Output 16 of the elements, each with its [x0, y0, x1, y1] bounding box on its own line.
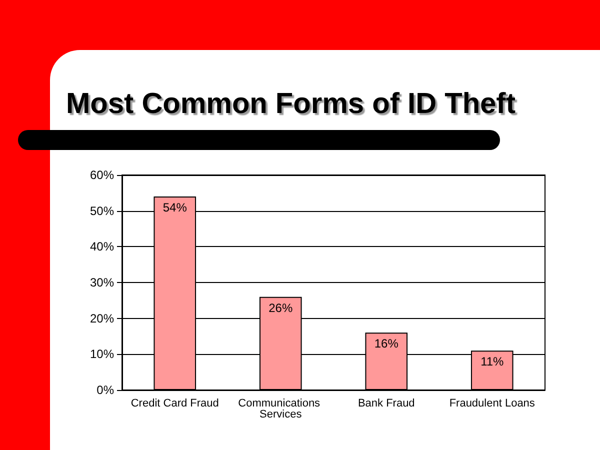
y-tick-label: 40% — [90, 240, 114, 254]
y-tick-label: 50% — [90, 204, 114, 218]
y-tick-label: 30% — [90, 276, 114, 290]
y-tick-label: 0% — [96, 383, 114, 397]
y-tick-label: 60% — [90, 168, 114, 182]
x-tick-label: Communications Services — [238, 398, 324, 420]
x-tick-label: Fraudulent Loans — [449, 398, 536, 410]
x-tick-label: Bank Fraud — [358, 398, 415, 410]
y-tick-label: 20% — [90, 311, 114, 326]
data-label: 54% — [162, 200, 188, 214]
data-label: 26% — [268, 300, 293, 315]
data-label: 11% — [480, 354, 504, 369]
chart-title: Most Common Forms of ID Theft — [66, 88, 516, 121]
y-tick-label: 10% — [90, 347, 114, 362]
data-label: 16% — [374, 336, 399, 351]
x-tick-label: Credit Card Fraud — [130, 398, 219, 410]
